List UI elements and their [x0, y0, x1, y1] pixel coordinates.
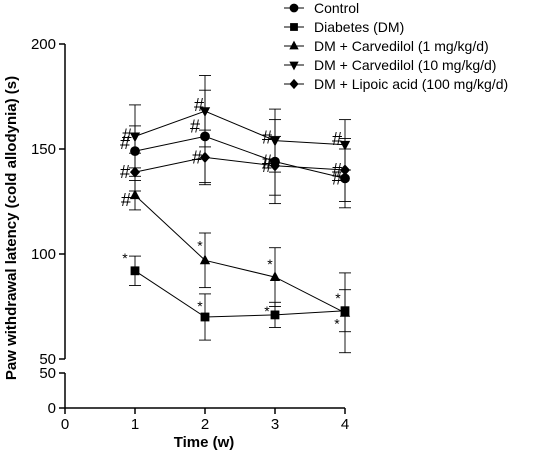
data-point: [129, 132, 141, 143]
legend-item: Diabetes (DM): [284, 19, 404, 35]
significance-label: #: [192, 147, 202, 167]
data-point: [129, 189, 141, 200]
legend-label: Control: [314, 0, 359, 16]
y-tick-label: 200: [31, 36, 56, 53]
significance-label: *: [197, 237, 203, 253]
significance-label: #: [332, 129, 342, 149]
y-tick-label: 100: [31, 246, 56, 263]
legend-item: DM + Lipoic acid (100 mg/kg/d): [284, 76, 508, 92]
y-tick-label: 0: [48, 400, 56, 417]
legend-marker: [290, 23, 298, 31]
legend-marker: [289, 61, 299, 71]
legend-item: Control: [284, 0, 359, 16]
series-0: ####: [120, 89, 351, 209]
x-tick-label: 2: [201, 416, 209, 433]
data-point: [270, 310, 280, 320]
data-point: [199, 254, 211, 265]
series-1: * * * *: [122, 250, 351, 341]
data-point: [339, 164, 351, 176]
legend-marker: [289, 3, 299, 13]
data-point: [199, 151, 211, 163]
significance-label: #: [122, 125, 132, 145]
legend-marker: [289, 78, 299, 90]
series-4: ## # #: [120, 129, 351, 202]
significance-label: *: [335, 290, 341, 306]
significance-label: *: [264, 303, 270, 319]
y-tick-label: 50: [39, 365, 56, 382]
significance-label: #: [262, 128, 272, 148]
axes: 50 100 150 200 0 50 0 1 2 3 4: [31, 36, 349, 433]
significance-label: #: [332, 160, 342, 180]
series-layer: ####** **#***### ### # #: [120, 75, 351, 354]
x-tick-label: 1: [131, 416, 139, 433]
data-point: [199, 107, 211, 118]
legend-label: DM + Carvedilol (1 mg/kg/d): [314, 38, 489, 54]
data-point: [339, 306, 351, 317]
data-point: [130, 266, 140, 276]
data-point: [269, 160, 281, 172]
series-line: [134, 194, 346, 314]
x-tick-label: 0: [61, 416, 69, 433]
y-tick-label: 150: [31, 141, 56, 158]
significance-label: *: [267, 256, 273, 272]
data-point: [129, 166, 141, 178]
significance-label: #: [120, 133, 130, 153]
x-tick-label: 4: [341, 416, 349, 433]
significance-label: *: [197, 298, 203, 314]
significance-label: #: [121, 190, 131, 210]
legend-item: DM + Carvedilol (10 mg/kg/d): [284, 57, 496, 73]
x-tick-label: 3: [271, 416, 279, 433]
legend-marker: [289, 40, 299, 50]
legend-label: DM + Carvedilol (10 mg/kg/d): [314, 57, 496, 73]
significance-label: #: [332, 168, 342, 188]
legend-label: DM + Lipoic acid (100 mg/kg/d): [314, 76, 508, 92]
series-line: [134, 110, 346, 146]
data-point: [200, 312, 210, 322]
legend: Control Diabetes (DM) DM + Carvedilol (1 m…: [284, 0, 508, 92]
y-axis-title: Paw withdrawal latency (cold allodynia) …: [3, 76, 20, 380]
series-line: [134, 270, 346, 318]
legend-label: Diabetes (DM): [314, 19, 404, 35]
significance-label: #: [194, 95, 204, 115]
y-tick-label: 50: [39, 351, 56, 368]
significance-label: #: [190, 116, 200, 136]
legend-item: DM + Carvedilol (1 mg/kg/d): [284, 38, 489, 54]
significance-label: *: [334, 316, 340, 332]
significance-label: #: [262, 156, 272, 176]
series-line: [134, 156, 346, 173]
significance-label: *: [122, 250, 128, 266]
significance-label: #: [120, 162, 130, 182]
x-axis-title: Time (w): [174, 434, 235, 451]
series-line: [134, 135, 346, 179]
data-point: [269, 271, 281, 282]
significance-label: #: [262, 152, 272, 172]
series-2: # * * *: [121, 180, 351, 354]
